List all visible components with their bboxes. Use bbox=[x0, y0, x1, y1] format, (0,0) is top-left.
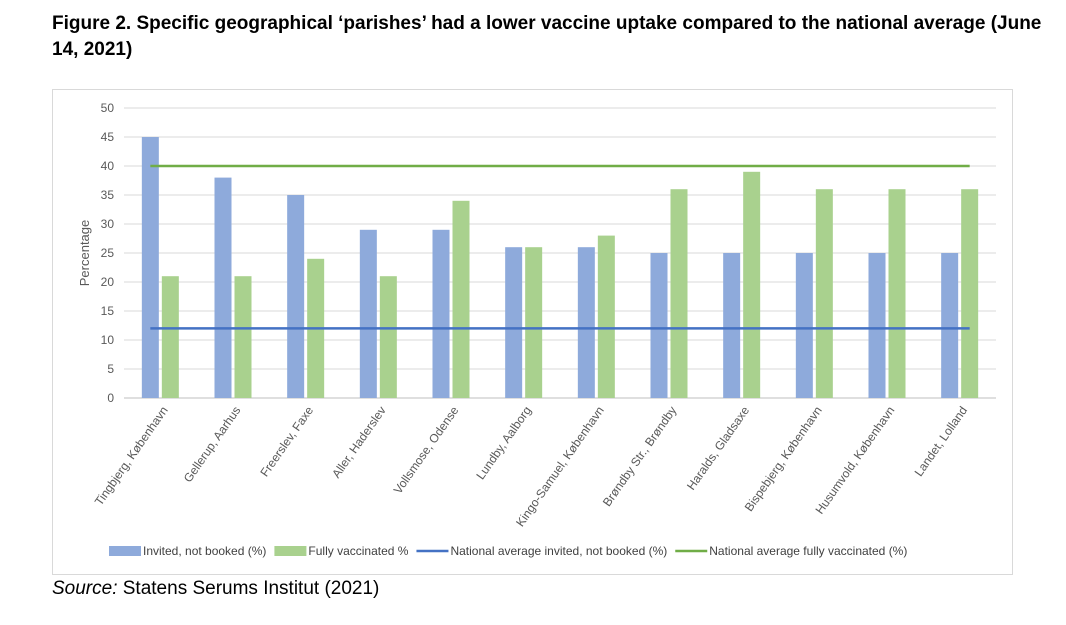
legend-invited-not-booked-label: Invited, not booked (%) bbox=[143, 544, 266, 558]
bar-invited-not-booked bbox=[650, 253, 668, 398]
y-tick-label: 15 bbox=[101, 304, 115, 318]
x-tick-label: Husumvold, København bbox=[813, 404, 898, 517]
y-tick-label: 5 bbox=[107, 362, 114, 376]
x-tick-label: Aller, Haderslev bbox=[329, 404, 389, 481]
bar-fully-vaccinated bbox=[597, 235, 615, 398]
bar-invited-not-booked bbox=[214, 177, 232, 398]
x-tick-label: Brøndby Str., Brøndby bbox=[600, 404, 680, 509]
bar-invited-not-booked bbox=[941, 253, 959, 398]
x-tick-label: Freerslev, Faxe bbox=[257, 403, 316, 479]
y-tick-label: 20 bbox=[101, 275, 115, 289]
y-tick-label: 25 bbox=[101, 246, 115, 260]
bar-invited-not-booked bbox=[287, 195, 305, 398]
bar-invited-not-booked bbox=[141, 137, 159, 398]
legend-national-average-vaccinated-label: National average fully vaccinated (%) bbox=[709, 544, 907, 558]
source-text: Statens Serums Institut (2021) bbox=[117, 578, 380, 599]
bar-fully-vaccinated bbox=[452, 200, 470, 398]
bar-fully-vaccinated bbox=[379, 276, 397, 398]
chart-area: 0 5 10 15 20 25 30 35 40 45 50 Percentage Tingbjerg,… bbox=[52, 89, 1013, 575]
bar-fully-vaccinated bbox=[670, 189, 688, 398]
x-tick-label: Lundby, Aalborg bbox=[473, 404, 534, 482]
y-tick-label: 35 bbox=[101, 188, 115, 202]
bar-fully-vaccinated bbox=[161, 276, 179, 398]
legend-fully-vaccinated-label: Fully vaccinated % bbox=[308, 544, 408, 558]
bar-chart: 0 5 10 15 20 25 30 35 40 45 50 Percentage Tingbjerg,… bbox=[77, 101, 996, 558]
x-tick-label: Haralds, Gladsaxe bbox=[684, 403, 752, 492]
x-tick-label: Landet, Lolland bbox=[912, 404, 971, 479]
x-tick-label: Gellerup, Aarhus bbox=[181, 404, 244, 485]
y-tick-label: 50 bbox=[101, 101, 115, 115]
bar-fully-vaccinated bbox=[743, 171, 761, 398]
legend-fully-vaccinated-swatch bbox=[274, 546, 307, 556]
source-note: Source: Statens Serums Institut (2021) bbox=[52, 578, 379, 600]
bar-fully-vaccinated bbox=[815, 189, 833, 398]
bar-fully-vaccinated bbox=[525, 247, 543, 398]
bar-fully-vaccinated bbox=[888, 189, 906, 398]
bar-invited-not-booked bbox=[795, 253, 813, 398]
legend-national-average-invited-label: National average invited, not booked (%) bbox=[450, 544, 667, 558]
y-tick-label: 40 bbox=[101, 159, 115, 173]
y-tick-label: 0 bbox=[107, 391, 114, 405]
x-tick-label: Kingo-Samuel, København bbox=[513, 404, 607, 530]
legend-invited-not-booked-swatch bbox=[109, 546, 141, 556]
x-tick-label: Vollsmose, Odense bbox=[391, 403, 462, 496]
x-tick-label: Bispebjerg, København bbox=[742, 404, 825, 514]
bar-invited-not-booked bbox=[359, 229, 377, 398]
y-axis-label: Percentage bbox=[77, 220, 92, 287]
bar-invited-not-booked bbox=[505, 247, 523, 398]
y-tick-label: 45 bbox=[101, 130, 115, 144]
y-tick-label: 30 bbox=[101, 217, 115, 231]
bar-invited-not-booked bbox=[723, 253, 741, 398]
x-tick-label: Tingbjerg, København bbox=[92, 404, 171, 508]
bar-invited-not-booked bbox=[577, 247, 595, 398]
bar-invited-not-booked bbox=[432, 229, 450, 398]
bar-fully-vaccinated bbox=[961, 189, 979, 398]
bar-invited-not-booked bbox=[868, 253, 886, 398]
y-tick-label: 10 bbox=[101, 333, 115, 347]
bar-fully-vaccinated bbox=[234, 276, 252, 398]
source-label: Source: bbox=[52, 578, 118, 599]
figure-title: Figure 2. Specific geographical ‘parishe… bbox=[52, 13, 1042, 60]
